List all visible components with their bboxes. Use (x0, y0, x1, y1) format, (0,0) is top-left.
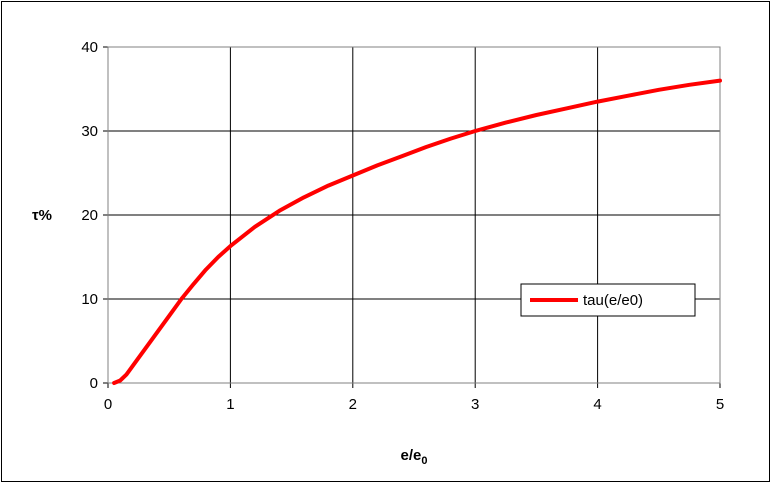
x-tick-label: 3 (471, 396, 479, 413)
y-tick-label: 0 (90, 375, 98, 392)
y-tick-label: 20 (81, 207, 98, 224)
tick-labels: 0 1 2 3 4 5 0 10 20 30 40 (81, 39, 724, 413)
x-tick-label: 4 (593, 396, 601, 413)
y-tick-label: 30 (81, 123, 98, 140)
legend-label: tau(e/e0) (583, 292, 643, 309)
x-axis-label-subscript: 0 (421, 455, 427, 467)
y-tick-label: 40 (81, 39, 98, 56)
series-line (112, 78, 722, 385)
x-tick-label: 1 (226, 396, 234, 413)
x-axis-label-main: e/e (401, 447, 422, 464)
series-layer (112, 78, 722, 385)
plot-area (107, 46, 721, 384)
y-tick-label: 10 (81, 291, 98, 308)
x-axis-label: e/e0 (401, 447, 428, 467)
y-axis-label: τ% (32, 207, 52, 224)
x-tick-label: 5 (716, 396, 724, 413)
legend: tau(e/e0) (520, 283, 696, 317)
legend-box (520, 283, 696, 317)
x-tick-label: 0 (104, 396, 112, 413)
x-tick-label: 2 (349, 396, 357, 413)
